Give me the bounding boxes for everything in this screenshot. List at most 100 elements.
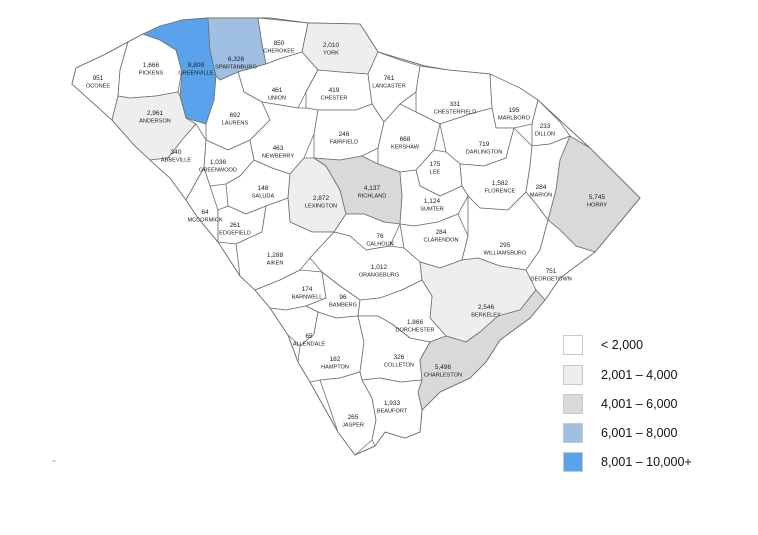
- county-value: 2,546: [478, 304, 495, 311]
- county-value: 148: [258, 185, 269, 192]
- county-value: 246: [339, 131, 350, 138]
- county-fairfield[interactable]: [313, 103, 385, 161]
- county-name: CHEROKEE: [263, 49, 295, 55]
- county-value: 1,582: [492, 180, 509, 187]
- county-value: 1,036: [210, 159, 227, 166]
- county-name: CHARLESTON: [424, 373, 462, 379]
- county-value: 1,012: [371, 264, 388, 271]
- county-name: OCONEE: [86, 84, 111, 90]
- legend-swatch: [563, 394, 583, 414]
- county-value: 8,809: [188, 62, 205, 69]
- county-name: FLORENCE: [485, 189, 516, 195]
- county-label-cherokee: 850 CHEROKEE: [263, 40, 295, 55]
- county-name: DARLINGTON: [466, 150, 503, 156]
- county-name: BERKELEY: [471, 313, 501, 319]
- county-value: 76: [376, 233, 384, 240]
- county-labels-layer: 951OCONEE1,666PICKENS8,809GREENVILLE6,32…: [86, 40, 607, 429]
- legend-swatch: [563, 423, 583, 443]
- county-name: SPARTANBURG: [215, 65, 257, 71]
- county-value: 461: [272, 87, 283, 94]
- county-value: 1,866: [407, 319, 424, 326]
- county-value: 174: [302, 286, 313, 293]
- legend-item: 4,001 – 6,000: [563, 394, 713, 416]
- county-name: MARLBORO: [498, 116, 531, 122]
- county-label-union: 461 UNION: [268, 87, 286, 102]
- legend-item: 6,001 – 8,000: [563, 423, 713, 445]
- county-label-fairfield: 246 FAIRFIELD: [330, 131, 358, 146]
- county-label-charleston: 5,496 CHARLESTON: [424, 364, 462, 379]
- county-value: 4,137: [364, 185, 381, 192]
- county-name: MARION: [530, 193, 552, 199]
- county-name: CLARENDON: [423, 238, 458, 244]
- county-label-dorchester: 1,866 DORCHESTER: [395, 319, 434, 334]
- county-label-chesterfield: 331 CHESTERFIELD: [434, 101, 477, 116]
- county-label-darlington: 719 DARLINGTON: [466, 141, 503, 156]
- county-label-allendale: 65 ALLENDALE: [293, 333, 326, 348]
- county-label-newberry: 463 NEWBERRY: [262, 145, 294, 160]
- county-name: DORCHESTER: [395, 328, 434, 334]
- legend-label: < 2,000: [601, 338, 644, 352]
- county-value: 6,326: [228, 56, 245, 63]
- county-label-orangeburg: 1,012 ORANGEBURG: [359, 264, 399, 279]
- county-label-pickens: 1,666 PICKENS: [139, 62, 164, 77]
- county-name: DILLON: [535, 132, 555, 138]
- county-value: 1,288: [267, 252, 284, 259]
- county-value: 261: [230, 222, 241, 229]
- legend-swatch: [563, 452, 583, 472]
- county-name: HORRY: [587, 203, 607, 209]
- county-label-lee: 175 LEE: [430, 161, 441, 176]
- county-value: 1,124: [424, 198, 441, 205]
- county-label-spartanburg: 6,326 SPARTANBURG: [215, 56, 257, 71]
- county-name: ALLENDALE: [293, 342, 326, 348]
- county-name: SUMTER: [420, 207, 444, 213]
- county-name: PICKENS: [139, 71, 164, 77]
- county-label-kershaw: 668 KERSHAW: [391, 136, 420, 151]
- county-label-beaufort: 1,933 BEAUFORT: [377, 400, 408, 415]
- county-name: CHESTERFIELD: [434, 110, 477, 116]
- county-value: 233: [540, 123, 551, 130]
- county-name: ANDERSON: [139, 119, 171, 125]
- county-value: 463: [273, 145, 284, 152]
- county-name: GREENVILLE: [178, 71, 213, 77]
- county-label-marlboro: 195 MARLBORO: [498, 107, 531, 122]
- county-value: 751: [546, 268, 557, 275]
- county-label-bamberg: 96 BAMBERG: [329, 294, 357, 309]
- county-value: 692: [230, 112, 241, 119]
- county-label-horry: 5,745 HORRY: [587, 194, 607, 209]
- county-value: 668: [400, 136, 411, 143]
- county-label-york: 2,010 YORK: [323, 42, 340, 57]
- county-georgetown[interactable]: [525, 219, 596, 301]
- county-sumter[interactable]: [399, 169, 469, 227]
- county-name: ABBEVILLE: [161, 158, 191, 164]
- legend-label: 8,001 – 10,000+: [601, 455, 692, 469]
- county-value: 195: [509, 107, 520, 114]
- county-value: 1,666: [143, 62, 160, 69]
- county-mccormick[interactable]: [185, 167, 219, 243]
- county-name: BARNWELL: [292, 295, 323, 301]
- county-value: 5,745: [589, 194, 606, 201]
- county-value: 719: [479, 141, 490, 148]
- county-name: KERSHAW: [391, 145, 420, 151]
- county-beaufort[interactable]: [361, 377, 423, 447]
- county-value: 1,933: [384, 400, 401, 407]
- county-name: COLLETON: [384, 363, 414, 369]
- county-name: SALUDA: [252, 194, 275, 200]
- county-value: 175: [430, 161, 441, 168]
- county-name: JASPER: [342, 423, 364, 429]
- county-label-lancaster: 761 LANCASTER: [372, 75, 406, 90]
- county-value: 326: [394, 354, 405, 361]
- county-name: LAURENS: [222, 121, 249, 127]
- legend-label: 4,001 – 6,000: [601, 397, 678, 411]
- county-name: LEXINGTON: [305, 204, 337, 210]
- legend-item: < 2,000: [563, 335, 713, 357]
- legend-swatch: [563, 365, 583, 385]
- county-name: AIKEN: [267, 261, 284, 267]
- county-name: RICHLAND: [358, 194, 387, 200]
- county-charleston[interactable]: [417, 289, 546, 411]
- map-note: sc: [52, 458, 56, 463]
- county-label-edgefield: 261 EDGEFIELD: [219, 222, 251, 237]
- county-value: 951: [93, 75, 104, 82]
- county-label-anderson: 2,961 ANDERSON: [139, 110, 171, 125]
- county-label-saluda: 148 SALUDA: [252, 185, 275, 200]
- counties-layer: [71, 17, 641, 456]
